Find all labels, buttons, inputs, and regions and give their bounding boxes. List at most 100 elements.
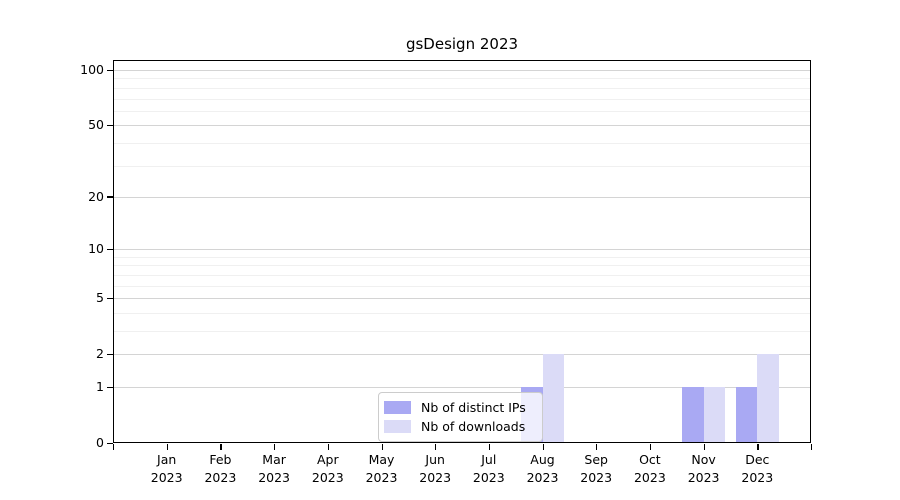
x-tick-mark [435,444,437,450]
x-tick-label-year: 2023 [633,470,666,485]
y-tick-label: 20 [88,188,104,204]
x-tick-label-year: 2023 [204,470,237,485]
x-tick-mark [220,444,222,450]
bar-distinct-ips-nov [682,387,704,443]
x-tick-mark [327,444,330,450]
y-tick-label: 5 [96,290,104,306]
x-tick-label-month: Sep [584,452,608,467]
y-tick-mark [107,297,113,299]
minor-gridline [113,110,811,112]
minor-gridline [113,331,811,332]
x-tick-mark [596,444,598,450]
x-tick-label-month: Jun [425,452,445,467]
y-tick-mark [107,248,113,250]
x-tick-label: Dec 2023 [727,451,787,487]
x-tick-label-year: 2023 [311,470,344,485]
x-tick-label-month: Oct [639,452,661,467]
y-tick-label: 0 [96,435,104,450]
legend-label: Nb of distinct IPs [421,400,526,415]
x-tick-label: Oct 2023 [620,451,680,487]
bar-downloads-dec [757,354,779,443]
y-tick-label: 10 [88,241,104,257]
x-tick-label: Nov 2023 [674,451,734,487]
x-tick-label-month: Jan [157,452,177,467]
y-tick-mark [107,386,113,388]
x-tick-label-year: 2023 [687,470,720,485]
x-tick-label: Aug 2023 [513,451,573,487]
x-tick-mark [274,444,276,450]
y-tick-label: 1 [96,379,104,394]
x-tick-label-month: Mar [262,452,286,467]
x-tick-label-month: Nov [691,452,716,467]
major-gridline [113,387,811,388]
legend-item-downloads: Nb of downloads [384,418,536,436]
x-tick-label: Feb 2023 [190,451,250,487]
minor-gridline [113,265,811,267]
x-tick-mark [757,444,759,450]
minor-gridline [113,256,811,258]
x-tick-label-year: 2023 [741,470,774,485]
x-tick-label-year: 2023 [365,470,398,485]
x-tick-label-year: 2023 [526,470,559,485]
x-tick-label-year: 2023 [419,470,452,485]
y-tick-mark [107,353,113,355]
bar-downloads-aug [542,354,564,443]
minor-gridline [113,142,811,144]
y-tick-mark [107,442,113,444]
bar-downloads-nov [703,387,726,443]
bar-distinct-ips-dec [735,387,758,443]
x-tick-label: Jun 2023 [405,451,465,487]
x-tick-label-year: 2023 [150,470,183,485]
x-tick-label-month: Apr [316,452,339,467]
x-tick-label: Apr 2023 [298,451,358,487]
x-tick-label: Sep 2023 [566,451,626,487]
minor-gridline [113,98,811,100]
major-gridline [113,196,811,198]
x-tick-label-month: Aug [530,452,555,467]
x-tick-label: Mar 2023 [244,451,304,487]
minor-gridline [113,87,811,89]
x-tick-mark [488,444,491,450]
x-tick-label-month: May [368,452,395,467]
legend-swatch-distinct-ips [384,401,411,414]
y-tick-mark [107,124,113,126]
major-gridline [113,125,811,127]
legend-swatch-downloads [384,420,411,433]
legend: Nb of distinct IPs Nb of downloads [378,392,543,442]
minor-gridline [113,165,811,167]
x-tick-label: Jul 2023 [459,451,519,487]
chart-title: gsDesign 2023 [405,35,519,53]
x-tick-label: May 2023 [352,451,412,487]
minor-gridline [113,285,811,287]
y-tick-label: 50 [88,117,104,133]
x-tick-label-year: 2023 [580,470,613,485]
legend-item-distinct-ips: Nb of distinct IPs [384,399,536,417]
minor-gridline [113,78,811,80]
x-tick-mark [811,444,813,450]
major-gridline [113,354,811,356]
x-tick-mark [649,444,652,450]
y-tick-mark [107,69,113,71]
x-tick-mark [113,444,115,450]
x-tick-label-year: 2023 [472,470,505,485]
x-tick-mark [381,444,383,450]
major-gridline [113,298,811,300]
y-tick-label: 2 [96,346,104,362]
x-tick-label: Jan 2023 [137,451,197,487]
minor-gridline [113,274,811,276]
x-tick-label-year: 2023 [258,470,290,485]
x-tick-label-month: Feb [209,452,232,467]
y-tick-label: 100 [80,62,104,77]
x-tick-mark [166,444,168,450]
major-gridline [113,249,811,251]
x-tick-label-month: Dec [745,452,770,467]
x-tick-mark [703,444,705,450]
major-gridline [113,70,811,71]
minor-gridline [113,312,811,314]
legend-label: Nb of downloads [421,419,526,434]
x-tick-mark [542,444,544,450]
y-tick-mark [107,196,113,198]
x-tick-label-month: Jul [481,452,497,467]
